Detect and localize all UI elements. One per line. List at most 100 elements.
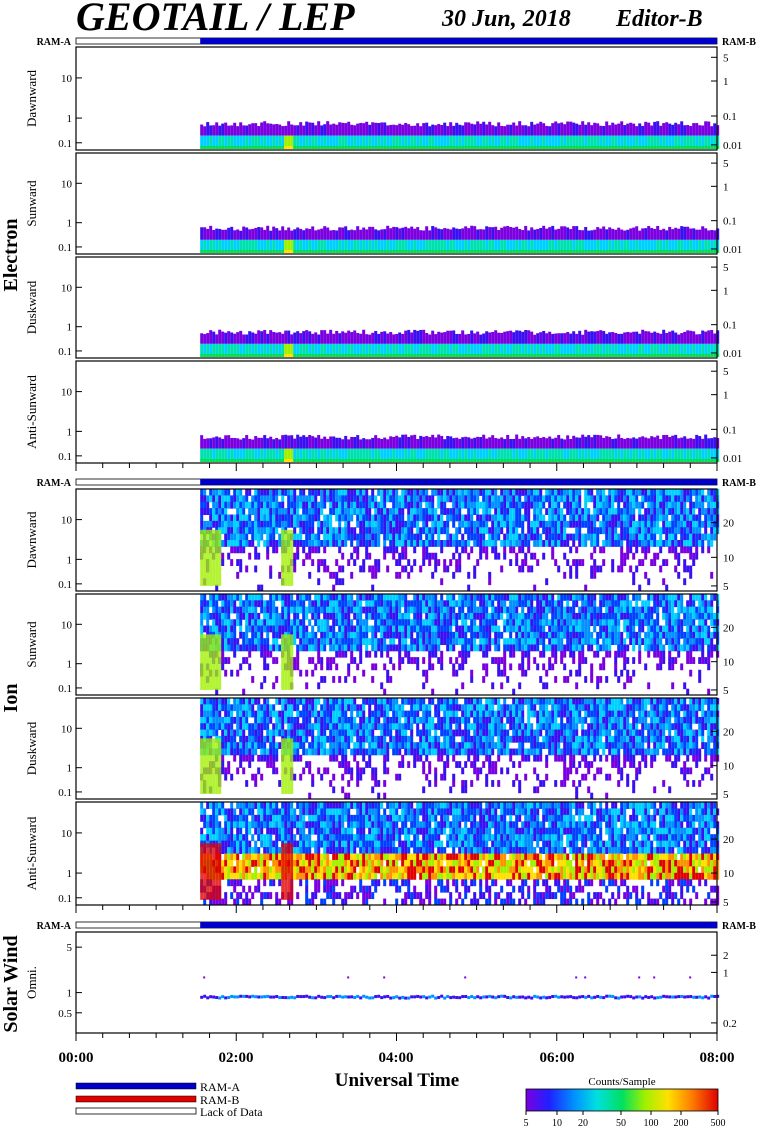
panel-label: Duskward xyxy=(24,280,39,334)
ram-label-right: RAM-B xyxy=(722,478,756,489)
panel-frame xyxy=(75,152,718,255)
colorbar-title: Counts/Sample xyxy=(588,1076,655,1088)
y-tick-label-right: 0.1 xyxy=(723,216,737,228)
spectrogram-panel: 10 1 0.1 20 10 5 Dawnward xyxy=(24,488,735,593)
ram-label-right: RAM-B xyxy=(722,921,756,932)
y-tick-label-right: 20 xyxy=(723,622,735,634)
y-tick-label-right: 1 xyxy=(723,390,729,402)
spectrogram-panel: 10 1 0.1 5 1 0.1 0.01 Duskward xyxy=(24,256,742,360)
y-tick-label-left: 10 xyxy=(61,73,73,85)
y-tick-label-left: 1 xyxy=(67,988,73,1000)
spectrogram-image xyxy=(200,225,720,253)
ram-label-left: RAM-A xyxy=(37,478,72,489)
y-tick-label-right: 0.2 xyxy=(723,1018,737,1030)
y-tick-label-right: 0.1 xyxy=(723,424,737,436)
colorbar-tick-label: 5 xyxy=(524,1118,529,1128)
y-tick-label-left: 5 xyxy=(67,942,73,954)
y-tick-label-right: 20 xyxy=(723,834,735,846)
y-tick-label-right: 1 xyxy=(723,181,729,193)
y-tick-label-right: 0.01 xyxy=(723,140,742,152)
y-tick-label-left: 0.1 xyxy=(58,579,72,591)
plot-date: 30 Jun, 2018 xyxy=(441,6,571,32)
y-tick-label-right: 10 xyxy=(723,657,735,669)
ram-bar: RAM-A RAM-B xyxy=(37,478,757,489)
y-tick-label-left: 0.5 xyxy=(58,1008,72,1020)
panel-label: Duskward xyxy=(24,721,39,775)
y-tick-label-left: 0.1 xyxy=(58,683,72,695)
group-label-ion: Ion xyxy=(0,684,22,713)
ram-bar-ram-a xyxy=(200,38,718,44)
panel-frame xyxy=(75,593,718,696)
legend-swatch-ram-b xyxy=(75,1095,197,1103)
panel-label: Sunward xyxy=(24,621,39,668)
y-tick-label-left: 10 xyxy=(61,282,73,294)
y-tick-label-left: 10 xyxy=(61,828,73,840)
y-tick-label-right: 10 xyxy=(723,552,735,564)
spectrogram-image xyxy=(200,489,720,592)
y-tick-label-right: 5 xyxy=(723,581,729,593)
x-axis-ticks-ion xyxy=(75,905,718,913)
spectrogram-panels: 10 1 0.1 5 1 0.1 0.01 Dawnward 10 1 0.1 5 1 0.1 0.01 Su… xyxy=(24,46,742,1041)
y-tick-label-right: 5 xyxy=(723,262,729,274)
colorbar xyxy=(525,1088,719,1112)
y-tick-label-left: 0.1 xyxy=(58,242,72,254)
y-tick-label-left: 0.1 xyxy=(58,138,72,150)
y-tick-label-left: 1 xyxy=(67,426,73,438)
panel-label: Anti-Sunward xyxy=(24,816,39,890)
spectrogram-image xyxy=(200,434,720,462)
spectrogram-image xyxy=(200,121,720,149)
x-axis-ticks-electron xyxy=(75,463,718,471)
x-axis-label: Universal Time xyxy=(335,1070,459,1091)
x-tick-label: 00:00 xyxy=(59,1050,94,1066)
y-tick-label-right: 0.1 xyxy=(723,320,737,332)
panel-label: Dawnward xyxy=(24,511,39,569)
y-tick-label-left: 10 xyxy=(61,723,73,735)
x-axis-ticks-solar-wind xyxy=(75,1033,718,1041)
ram-bar: RAM-A RAM-B xyxy=(37,37,757,48)
ram-label-left: RAM-A xyxy=(37,37,72,48)
spectrogram-panel: 10 1 0.1 5 1 0.1 0.01 Anti-Sunward xyxy=(24,360,742,465)
x-tick-label: 04:00 xyxy=(379,1050,414,1066)
y-tick-label-left: 1 xyxy=(67,659,73,671)
colorbar-tick-label: 200 xyxy=(674,1118,689,1128)
y-tick-label-left: 0.1 xyxy=(58,787,72,799)
panel-frame xyxy=(75,46,718,151)
y-tick-label-left: 10 xyxy=(61,619,73,631)
spectrogram-panel: 10 1 0.1 20 10 5 Anti-Sunward xyxy=(24,801,735,909)
y-tick-label-right: 5 xyxy=(723,789,729,801)
legend-swatch-lack-of-data xyxy=(75,1107,197,1115)
panel-frame xyxy=(75,697,718,800)
y-tick-label-right: 1 xyxy=(723,967,729,979)
y-tick-label-right: 5 xyxy=(723,52,729,64)
y-tick-label-left: 0.1 xyxy=(58,893,72,905)
y-tick-label-left: 10 xyxy=(61,515,73,527)
colorbar-tick-label: 100 xyxy=(644,1118,659,1128)
y-tick-label-right: 1 xyxy=(723,76,729,88)
y-tick-label-left: 1 xyxy=(67,763,73,775)
plot-editor: Editor-B xyxy=(615,6,703,32)
y-tick-label-left: 1 xyxy=(67,218,73,230)
plot-title: GEOTAIL / LEP xyxy=(76,0,355,39)
y-tick-label-right: 5 xyxy=(723,685,729,697)
y-tick-label-right: 2 xyxy=(723,950,729,962)
group-label-solar-wind: Solar Wind xyxy=(0,935,22,1032)
y-tick-label-left: 0.1 xyxy=(58,346,72,358)
spectrogram-panel: 10 1 0.1 5 1 0.1 0.01 Sunward xyxy=(24,152,742,256)
colorbar-tick-label: 20 xyxy=(578,1118,588,1128)
spectrogram-panel: 10 1 0.1 5 1 0.1 0.01 Dawnward xyxy=(24,46,742,152)
y-tick-label-left: 1 xyxy=(67,868,73,880)
y-tick-label-right: 1 xyxy=(723,285,729,297)
y-tick-label-right: 5 xyxy=(723,366,729,378)
y-tick-label-right: 20 xyxy=(723,726,735,738)
x-tick-label: 06:00 xyxy=(540,1050,575,1066)
y-tick-label-left: 0.1 xyxy=(58,451,72,463)
y-tick-label-right: 0.01 xyxy=(723,348,742,360)
legend-label-ram-b: RAM-B xyxy=(200,1093,239,1107)
y-tick-label-right: 0.1 xyxy=(723,111,737,123)
y-tick-label-left: 1 xyxy=(67,322,73,334)
y-tick-label-left: 10 xyxy=(61,178,73,190)
legend-swatch-ram-a xyxy=(75,1082,197,1090)
panel-frame xyxy=(75,488,718,592)
spectrogram-panel: 10 1 0.1 20 10 5 Duskward xyxy=(24,697,735,801)
